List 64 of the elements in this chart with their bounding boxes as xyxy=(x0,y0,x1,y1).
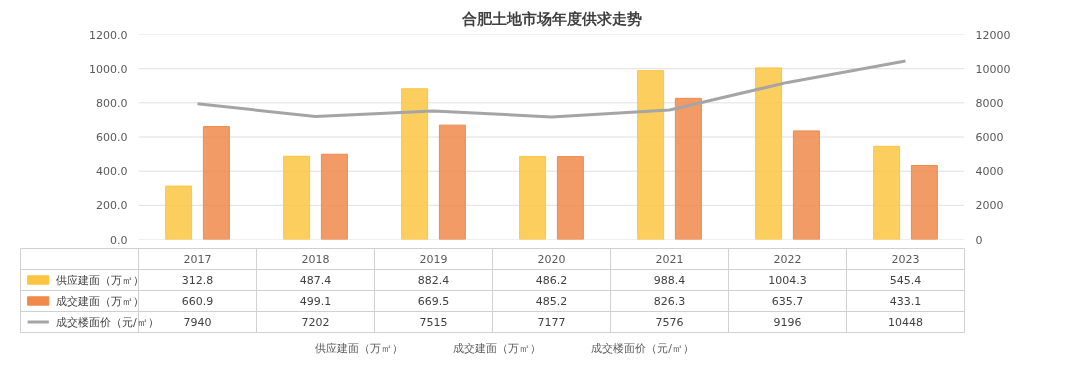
data-label: 487.4 xyxy=(299,274,332,287)
x-tick-label: 2018 xyxy=(301,253,330,266)
data-label: 635.7 xyxy=(771,295,804,308)
bar xyxy=(202,126,230,240)
legend-label: 供应建面（万㎡） xyxy=(55,273,144,287)
bar xyxy=(910,165,938,240)
data-label: 7202 xyxy=(301,316,330,329)
data-label: 7576 xyxy=(655,316,684,329)
y2-tick-label: 6000 xyxy=(975,131,1004,144)
data-label: 10448 xyxy=(888,316,923,329)
x-tick-label: 2022 xyxy=(773,253,802,266)
legend-label: 成交楼面价（元/㎡） xyxy=(55,315,159,329)
data-label: 669.5 xyxy=(417,295,450,308)
y2-tick-label: 8000 xyxy=(975,96,1004,110)
text: 成交楼面价（元/㎡） xyxy=(591,341,694,355)
data-label: 312.8 xyxy=(181,274,214,287)
bar xyxy=(873,145,901,240)
bar xyxy=(792,130,820,240)
y-tick-label: 400.0 xyxy=(96,165,128,179)
y-tick-label: 0.0 xyxy=(110,233,128,247)
data-label: 660.9 xyxy=(181,295,214,308)
data-label: 486.2 xyxy=(535,274,568,287)
bar xyxy=(674,97,702,240)
legend-label: 成交建面（万㎡） xyxy=(55,294,144,308)
bar xyxy=(165,185,193,240)
bar xyxy=(283,155,311,240)
y2-tick-label: 4000 xyxy=(975,165,1004,179)
x-tick-label: 2021 xyxy=(655,253,684,266)
y2-tick-label: 12000 xyxy=(975,28,1011,42)
data-label: 988.4 xyxy=(653,274,686,287)
x-tick-label: 2020 xyxy=(537,253,566,266)
bar xyxy=(519,155,547,240)
y-tick-label: 1000.0 xyxy=(89,62,128,76)
y2-tick-label: 0 xyxy=(975,233,983,247)
data-label: 1004.3 xyxy=(768,274,807,287)
y-tick-label: 600.0 xyxy=(96,131,128,144)
x-tick-label: 2019 xyxy=(419,253,448,266)
x-tick-label: 2017 xyxy=(183,253,212,266)
data-label: 7177 xyxy=(537,316,566,329)
y-tick-label: 200.0 xyxy=(96,199,128,213)
data-label: 7940 xyxy=(183,316,212,329)
bar xyxy=(637,70,665,240)
bar xyxy=(556,156,584,240)
line-series xyxy=(196,59,907,119)
chart-title: 合肥土地市场年度供求走势 xyxy=(460,9,642,28)
bar xyxy=(320,153,348,240)
y2-tick-label: 2000 xyxy=(975,199,1004,213)
text: 成交建面（万㎡） xyxy=(453,341,542,355)
y-tick-label: 800.0 xyxy=(96,96,128,110)
data-label: 433.1 xyxy=(889,295,922,308)
bar xyxy=(755,67,783,240)
text: 供应建面（万㎡） xyxy=(315,341,404,355)
bar xyxy=(401,88,429,240)
y2-tick-label: 10000 xyxy=(975,62,1011,76)
data-label: 499.1 xyxy=(299,295,332,308)
data-label: 826.3 xyxy=(653,295,686,308)
data-label: 9196 xyxy=(773,316,802,329)
data-label: 882.4 xyxy=(417,274,450,287)
x-tick-label: 2023 xyxy=(891,253,920,266)
data-label: 485.2 xyxy=(535,295,568,308)
bar xyxy=(438,124,466,240)
y-tick-label: 1200.0 xyxy=(89,28,128,42)
data-label: 7515 xyxy=(419,316,448,329)
data-label: 545.4 xyxy=(889,274,922,287)
